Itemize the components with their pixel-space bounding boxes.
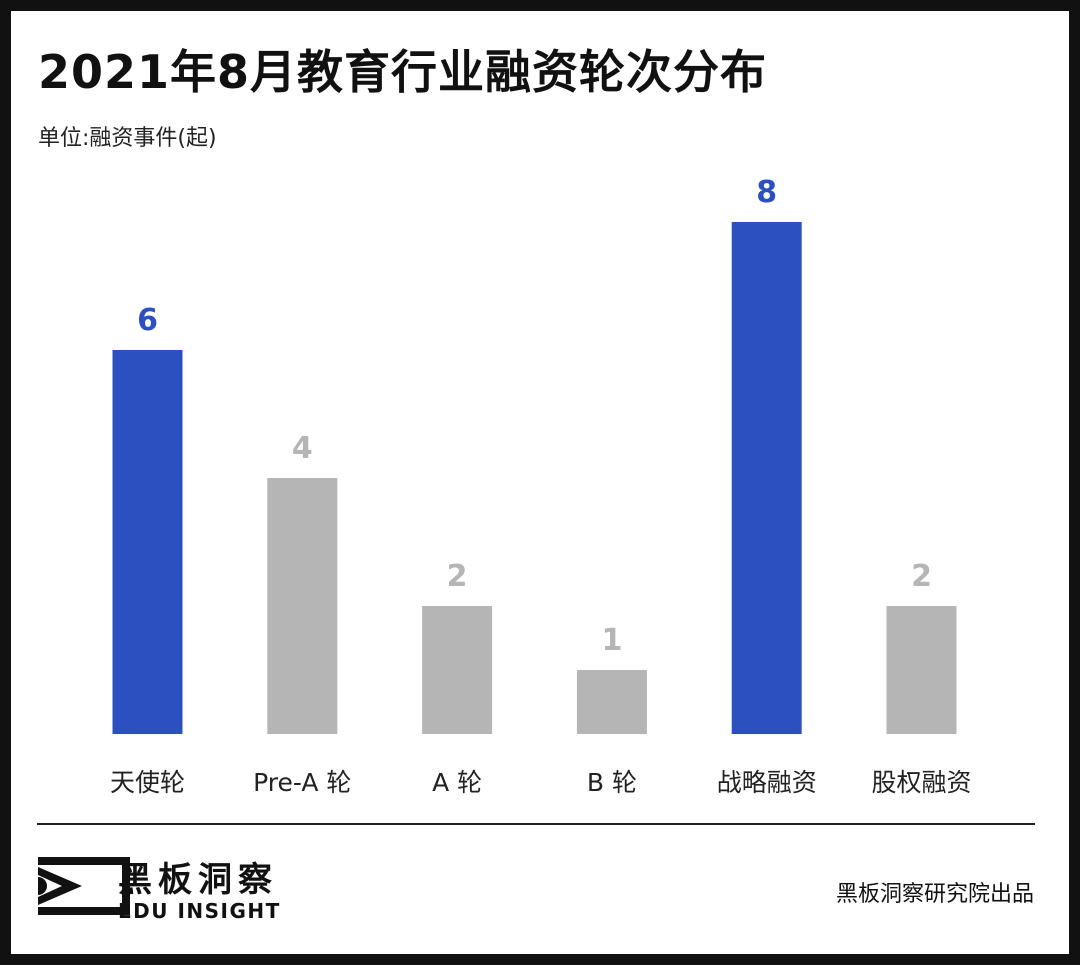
bar-value-label: 6 [137,303,158,338]
bar-value-label: 4 [292,431,313,466]
category-label: B 轮 [587,768,637,797]
bar-value-label: 8 [756,175,777,210]
edu-insight-logo-icon [38,853,138,919]
bar-chart: 6 天使轮 4 Pre-A 轮 2 A 轮 1 B 轮 8 战略融资 2 股权融资 [110,175,972,797]
category-label: 天使轮 [110,768,185,797]
chart-title: 2021年8月教育行业融资轮次分布 [38,45,768,99]
logo-chinese-name: 黑板洞察 [118,860,278,900]
bar-value-label: 1 [601,623,622,658]
logo-english-name: EDU INSIGHT [118,899,281,923]
bar-value-label: 2 [911,559,932,594]
bar [731,222,802,734]
bar [267,478,338,734]
category-label: 股权融资 [871,768,971,797]
bar [886,606,957,734]
bar [576,670,647,734]
bar-value-label: 2 [447,559,468,594]
category-label: Pre-A 轮 [253,768,351,797]
source-credit: 黑板洞察研究院出品 [835,882,1034,907]
category-label: A 轮 [432,768,482,797]
bar [422,606,493,734]
footer-divider [37,823,1035,825]
bar [112,350,183,734]
unit-label: 单位:融资事件(起) [38,126,217,151]
category-label: 战略融资 [717,768,817,797]
